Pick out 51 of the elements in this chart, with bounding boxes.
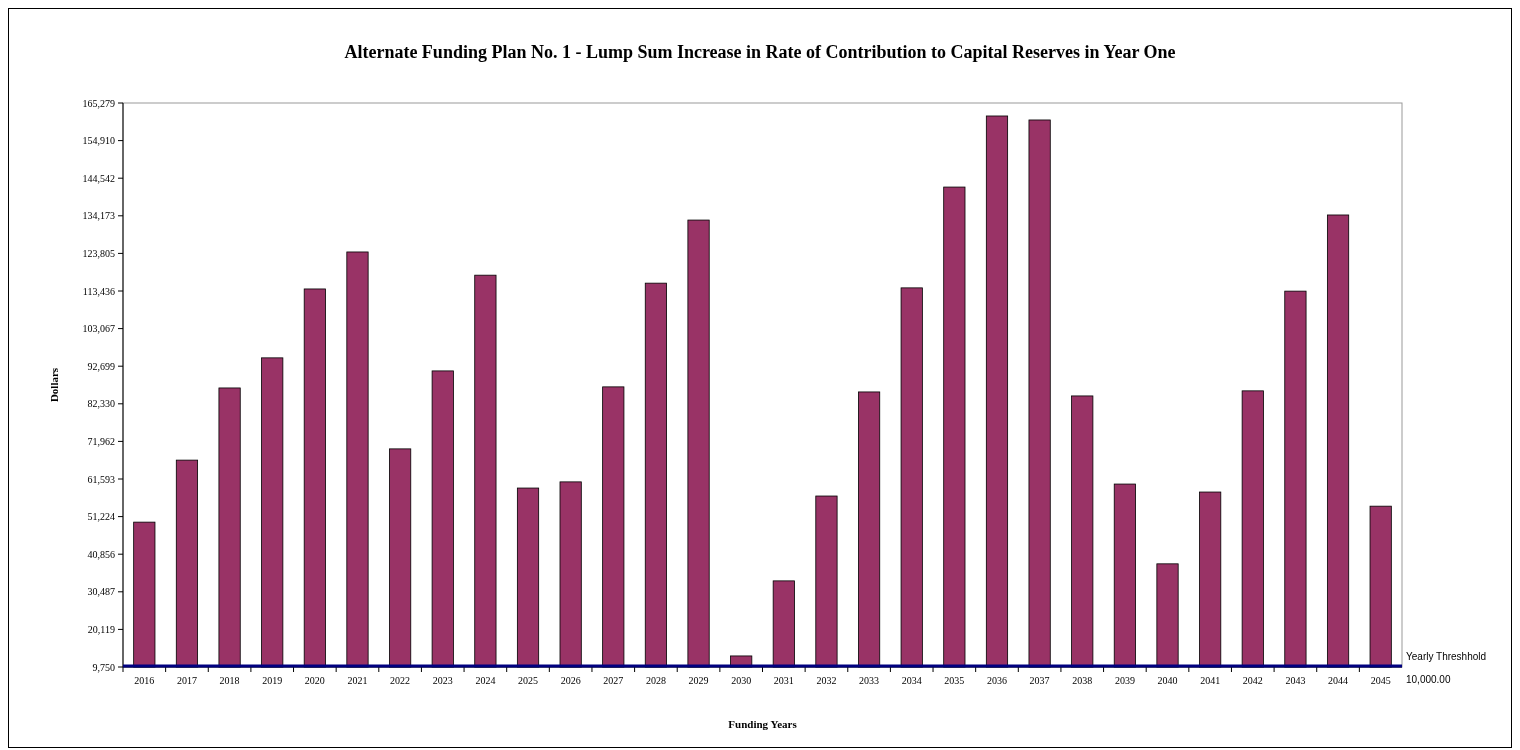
x-tick-label: 2043: [1285, 675, 1306, 686]
y-tick-label: 154,910: [82, 135, 115, 147]
y-tick-label: 9,750: [92, 661, 115, 673]
x-tick-label: 2017: [176, 675, 197, 686]
y-tick-label: 82,330: [87, 398, 115, 410]
x-tick-label: 2016: [134, 675, 155, 686]
y-tick-label: 20,119: [87, 623, 115, 635]
x-tick-label: 2030: [731, 675, 752, 686]
x-tick-label: 2031: [773, 675, 794, 686]
y-tick-label: 113,436: [82, 285, 115, 297]
x-tick-label: 2021: [347, 675, 368, 686]
x-tick-label: 2025: [518, 675, 539, 686]
x-tick-label: 2027: [603, 675, 624, 686]
x-tick-label: 2044: [1328, 675, 1349, 686]
x-tick-label: 2022: [390, 675, 411, 686]
y-tick-label: 123,805: [82, 247, 115, 259]
chart-title: Alternate Funding Plan No. 1 - Lump Sum Increase in Rate of Contribution to Capital Reserves in Year One: [344, 42, 1176, 62]
x-tick-label: 2033: [859, 675, 880, 686]
y-axis-title: Dollars: [48, 367, 60, 403]
y-tick-label: 61,593: [87, 473, 115, 485]
x-tick-label: 2029: [688, 675, 709, 686]
y-tick-label: 71,962: [87, 435, 115, 447]
ref-line-label: Yearly Threshhold: [1406, 651, 1487, 663]
x-tick-label: 2045: [1370, 675, 1391, 686]
y-tick-label: 103,067: [82, 323, 115, 335]
x-tick-label: 2039: [1114, 675, 1135, 686]
x-tick-label: 2035: [944, 675, 965, 686]
y-tick-label: 144,542: [82, 172, 115, 184]
x-tick-label: 2042: [1242, 675, 1263, 686]
x-tick-label: 2038: [1072, 675, 1093, 686]
x-tick-label: 2019: [262, 675, 283, 686]
text: 10,000.00: [1406, 674, 1451, 685]
x-axis-title: Funding Years: [728, 718, 798, 730]
x-tick-label: 2034: [901, 675, 922, 686]
x-tick-label: 2020: [304, 675, 325, 686]
x-tick-label: 2026: [560, 675, 581, 686]
y-tick-label: 51,224: [87, 511, 115, 523]
x-tick-label: 2024: [475, 675, 496, 686]
y-tick-label: 165,279: [82, 97, 115, 109]
x-tick-label: 2028: [645, 675, 666, 686]
x-tick-label: 2032: [816, 675, 837, 686]
x-tick-label: 2018: [219, 675, 240, 686]
y-tick-label: 40,856: [87, 548, 115, 560]
y-tick-label: 134,173: [82, 210, 115, 222]
x-tick-label: 2023: [432, 675, 453, 686]
y-tick-label: 92,699: [87, 360, 115, 372]
y-tick-label: 30,487: [87, 586, 115, 598]
x-tick-label: 2040: [1157, 675, 1178, 686]
x-tick-label: 2041: [1200, 675, 1221, 686]
x-tick-label: 2037: [1029, 675, 1050, 686]
x-tick-label: 2036: [986, 675, 1007, 686]
